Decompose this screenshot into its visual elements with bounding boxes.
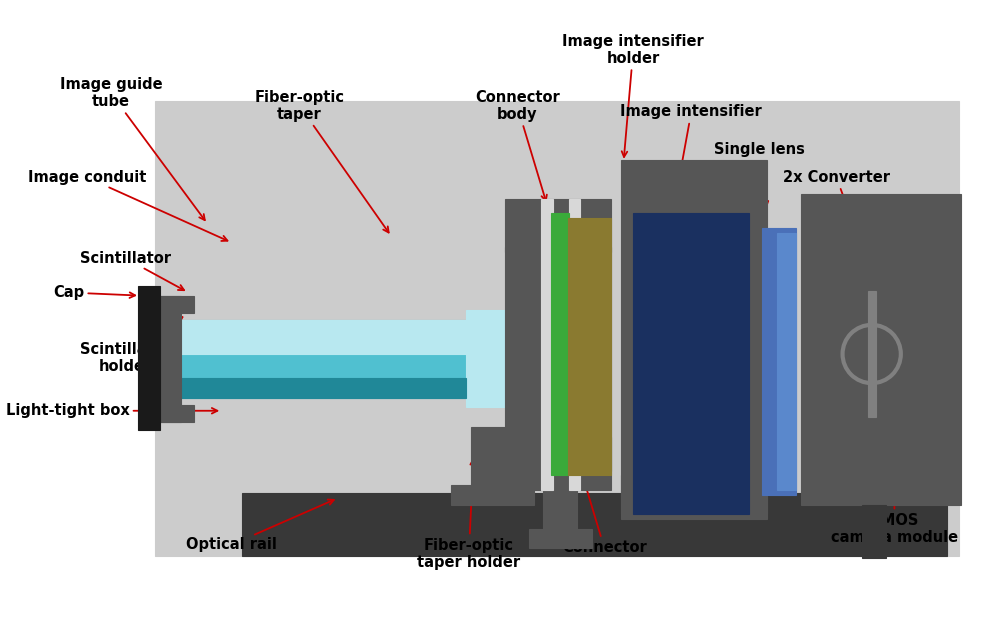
Text: Fiber-optic
taper holder: Fiber-optic taper holder: [417, 459, 520, 570]
Text: Image guide
tube: Image guide tube: [60, 77, 205, 220]
Bar: [862, 504, 886, 558]
Bar: [159, 404, 194, 422]
Bar: [762, 228, 796, 495]
Bar: [529, 529, 592, 548]
Bar: [632, 213, 749, 514]
Bar: [568, 218, 612, 476]
Bar: [470, 427, 514, 495]
Text: Optical rail: Optical rail: [186, 499, 334, 552]
Text: Light-tight box: Light-tight box: [6, 403, 217, 419]
Text: Connector
body: Connector body: [475, 90, 560, 201]
Text: Image intensifier
holder: Image intensifier holder: [563, 33, 704, 157]
Bar: [138, 286, 159, 429]
Bar: [801, 194, 961, 504]
Bar: [466, 310, 519, 408]
Text: Single lens: Single lens: [713, 142, 805, 207]
Text: Connector: Connector: [562, 459, 646, 555]
Text: Scintillator
holder: Scintillator holder: [80, 317, 182, 374]
Bar: [622, 199, 767, 519]
Bar: [451, 485, 534, 504]
Text: Scintillator: Scintillator: [80, 251, 184, 290]
Bar: [159, 296, 194, 313]
Bar: [622, 160, 767, 199]
Bar: [569, 199, 581, 490]
Bar: [573, 247, 612, 470]
Bar: [544, 490, 578, 538]
Bar: [505, 247, 544, 470]
Bar: [868, 291, 875, 417]
Text: CMOS
camera module: CMOS camera module: [831, 390, 958, 545]
Bar: [155, 101, 959, 556]
Text: 2x Converter: 2x Converter: [783, 170, 889, 226]
Bar: [551, 213, 569, 476]
Bar: [179, 320, 466, 354]
Bar: [777, 233, 796, 490]
Bar: [179, 320, 466, 397]
Text: Image conduit: Image conduit: [28, 170, 227, 241]
Bar: [542, 199, 553, 490]
Bar: [159, 296, 181, 422]
Text: Image intensifier: Image intensifier: [621, 104, 762, 213]
Bar: [505, 437, 612, 490]
Polygon shape: [519, 310, 568, 408]
Text: Fiber-optic
taper: Fiber-optic taper: [255, 90, 388, 233]
Bar: [622, 476, 767, 514]
Bar: [179, 378, 466, 397]
Bar: [505, 199, 612, 252]
Bar: [242, 493, 947, 556]
Text: Cap: Cap: [53, 285, 135, 300]
